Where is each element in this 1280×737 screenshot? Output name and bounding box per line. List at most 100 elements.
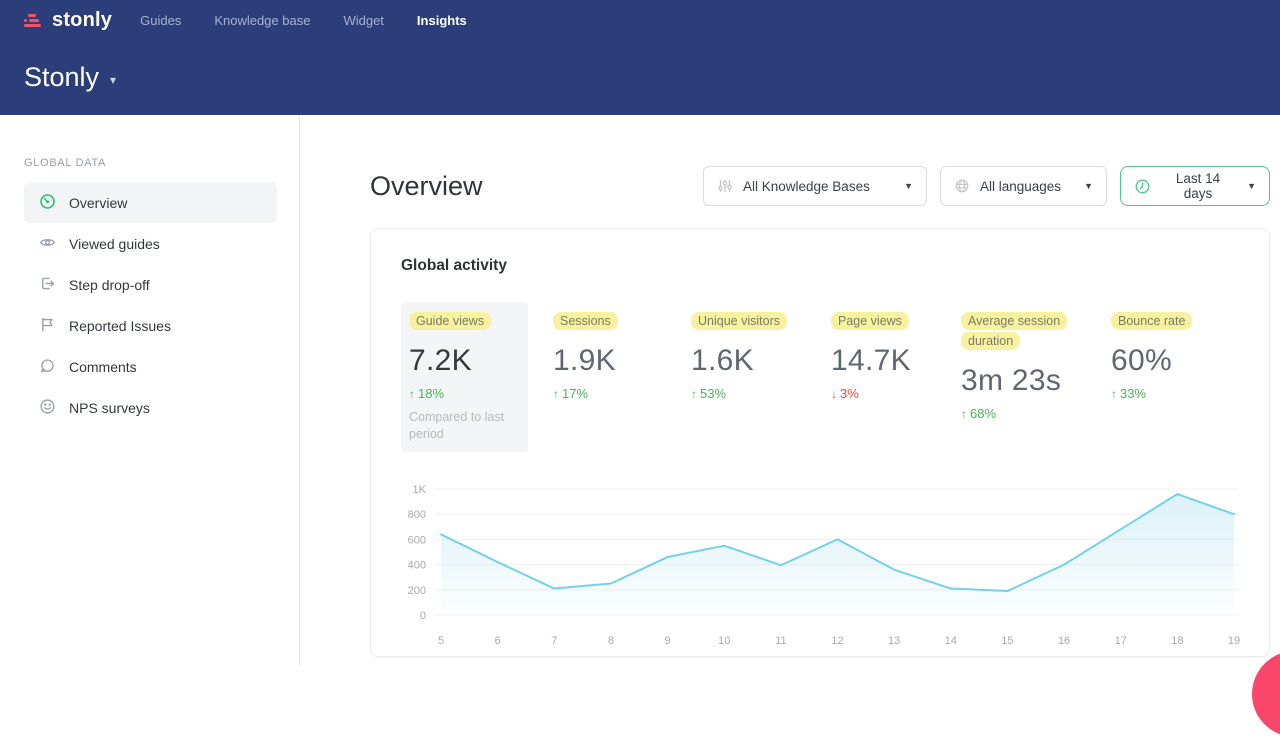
svg-text:13: 13 xyxy=(888,635,900,647)
workspace-switcher[interactable]: Stonly ▾ xyxy=(24,62,1256,93)
metric-value: 1.9K xyxy=(553,344,616,377)
metric-tile-unique-visitors[interactable]: Unique visitors 1.6K ↑ 53% xyxy=(691,302,831,401)
sidebar-item-viewed-guides[interactable]: Viewed guides xyxy=(24,223,277,264)
metric-value: 1.6K xyxy=(691,344,754,377)
caret-down-icon: ▼ xyxy=(1247,181,1256,191)
svg-text:17: 17 xyxy=(1115,635,1127,647)
eye-icon xyxy=(39,234,56,254)
arrow-up-icon: ↑ xyxy=(691,387,697,401)
sidebar-item-step-drop-off[interactable]: Step drop-off xyxy=(24,264,277,305)
arrow-up-icon: ↑ xyxy=(1111,387,1117,401)
gauge-icon xyxy=(39,193,56,213)
svg-text:6: 6 xyxy=(495,635,501,647)
caret-down-icon: ▼ xyxy=(904,181,913,191)
sidebar-item-label: Overview xyxy=(69,194,128,211)
svg-text:1K: 1K xyxy=(413,484,427,496)
sidebar-item-label: Reported Issues xyxy=(69,317,171,334)
metrics-row: Guide views 7.2K ↑ 18% Compared to last p… xyxy=(401,302,1269,452)
workspace-title: Stonly xyxy=(24,62,100,92)
main-header: Overview All Knowledge Bases ▼ xyxy=(370,166,1270,206)
svg-text:12: 12 xyxy=(831,635,843,647)
delta-value: 53% xyxy=(700,386,727,401)
step-exit-icon xyxy=(39,275,56,295)
metric-value: 3m 23s xyxy=(961,364,1062,397)
sidebar-item-label: Comments xyxy=(69,358,137,375)
delta-value: 68% xyxy=(970,406,997,421)
svg-text:400: 400 xyxy=(408,559,426,571)
svg-text:800: 800 xyxy=(408,509,426,521)
metric-label: Guide views xyxy=(409,312,492,330)
stonly-logo[interactable]: stonly xyxy=(24,9,112,32)
stonly-logo-icon xyxy=(24,13,44,27)
nav-item-knowledge-base[interactable]: Knowledge base xyxy=(214,12,311,28)
comparison-note: Compared to last period xyxy=(409,410,505,441)
sidebar: GLOBAL DATA Overview xyxy=(0,115,300,667)
delta-value: 3% xyxy=(840,386,859,401)
card-inner: Global activity Guide views 7.2K ↑ 18% Co… xyxy=(371,229,1269,452)
filter-label: All Knowledge Bases xyxy=(743,178,870,194)
global-activity-card: Global activity Guide views 7.2K ↑ 18% Co… xyxy=(370,228,1270,657)
date-range-filter[interactable]: Last 14 days ▼ xyxy=(1120,166,1270,206)
metric-tile-avg-session-duration[interactable]: Average session duration 3m 23s ↑ 68% xyxy=(961,302,1111,421)
svg-text:7: 7 xyxy=(551,635,557,647)
arrow-down-icon: ↓ xyxy=(831,387,837,401)
metric-delta: ↑ 18% xyxy=(409,386,520,401)
knowledge-bases-filter[interactable]: All Knowledge Bases ▼ xyxy=(703,166,927,206)
svg-text:16: 16 xyxy=(1058,635,1070,647)
metric-delta: ↑ 53% xyxy=(691,386,831,401)
filter-bar: All Knowledge Bases ▼ All languages ▼ xyxy=(703,166,1270,206)
metric-delta: ↑ 33% xyxy=(1111,386,1261,401)
globe-icon xyxy=(954,178,970,194)
filter-label: Last 14 days xyxy=(1175,171,1221,201)
svg-text:200: 200 xyxy=(408,585,426,597)
metric-tile-sessions[interactable]: Sessions 1.9K ↑ 17% xyxy=(553,302,691,401)
metric-label: Bounce rate xyxy=(1111,312,1193,330)
metric-tile-guide-views[interactable]: Guide views 7.2K ↑ 18% Compared to last p… xyxy=(401,302,528,452)
metric-delta: ↑ 17% xyxy=(553,386,691,401)
nav-item-insights[interactable]: Insights xyxy=(416,12,467,28)
logo-text: stonly xyxy=(52,8,113,31)
sidebar-item-comments[interactable]: Comments xyxy=(24,346,277,387)
delta-value: 17% xyxy=(562,386,589,401)
metric-label: Average session duration xyxy=(961,312,1068,350)
svg-text:14: 14 xyxy=(945,635,957,647)
sidebar-section-label: GLOBAL DATA xyxy=(24,157,107,169)
sidebar-item-overview[interactable]: Overview xyxy=(24,182,277,223)
top-header: stonly Guides Knowledge base Widget Insi… xyxy=(0,0,1280,115)
flag-icon xyxy=(39,316,56,336)
metric-tile-page-views[interactable]: Page views 14.7K ↓ 3% xyxy=(831,302,961,401)
sidebar-item-reported-issues[interactable]: Reported Issues xyxy=(24,305,277,346)
sidebar-item-label: Step drop-off xyxy=(69,276,150,293)
svg-text:10: 10 xyxy=(718,635,730,647)
clock-icon xyxy=(1134,178,1151,195)
metric-tile-bounce-rate[interactable]: Bounce rate 60% ↑ 33% xyxy=(1111,302,1261,401)
content-area: GLOBAL DATA Overview xyxy=(0,115,1280,667)
nav-item-widget[interactable]: Widget xyxy=(343,12,384,28)
nav-item-guides[interactable]: Guides xyxy=(140,12,182,28)
sliders-icon xyxy=(717,178,733,194)
delta-value: 18% xyxy=(418,386,445,401)
svg-text:18: 18 xyxy=(1171,635,1183,647)
svg-text:19: 19 xyxy=(1228,635,1240,647)
svg-text:11: 11 xyxy=(775,635,786,647)
svg-text:5: 5 xyxy=(438,635,444,647)
card-title: Global activity xyxy=(401,257,507,274)
smiley-icon xyxy=(39,398,56,418)
svg-text:0: 0 xyxy=(420,610,426,622)
languages-filter[interactable]: All languages ▼ xyxy=(940,166,1107,206)
metric-value: 14.7K xyxy=(831,344,911,377)
metric-label: Sessions xyxy=(553,312,618,330)
metric-value: 7.2K xyxy=(409,344,472,377)
caret-down-icon: ▼ xyxy=(1084,181,1093,191)
comment-icon xyxy=(39,357,56,377)
svg-text:9: 9 xyxy=(665,635,671,647)
primary-nav: Guides Knowledge base Widget Insights xyxy=(140,13,467,28)
metric-label: Page views xyxy=(831,312,909,330)
sidebar-item-nps-surveys[interactable]: NPS surveys xyxy=(24,387,277,428)
filter-label: All languages xyxy=(980,178,1062,194)
svg-text:8: 8 xyxy=(608,635,614,647)
activity-chart[interactable]: 0 200 400 600 800 1K 5 6 7 8 9 10 11 12 13 14 15 16 17 18 19 xyxy=(371,472,1270,657)
chevron-down-icon: ▾ xyxy=(110,73,117,87)
arrow-up-icon: ↑ xyxy=(961,407,967,421)
